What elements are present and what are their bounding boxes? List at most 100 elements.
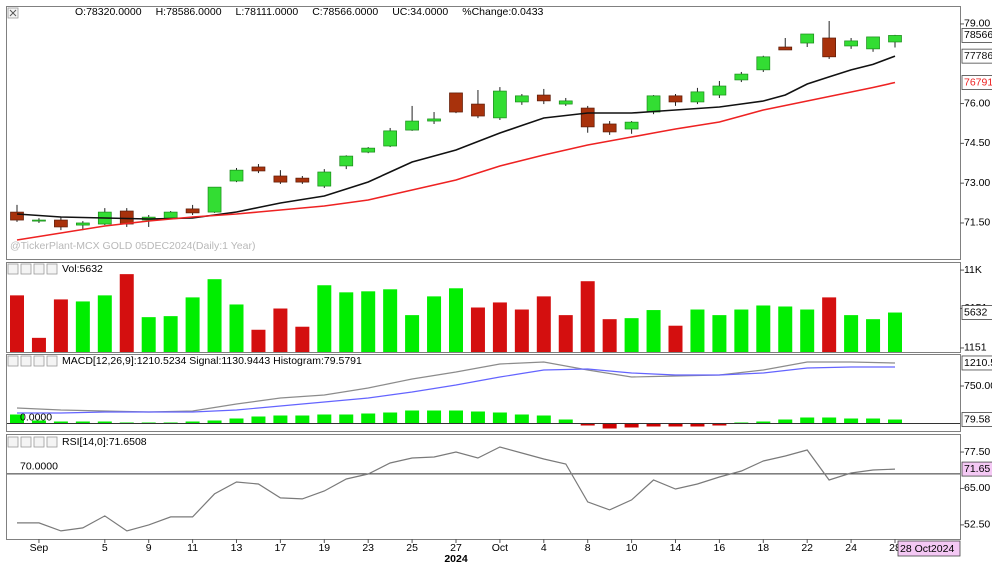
price-panel [6, 6, 961, 260]
x-axis-label: 2024 [444, 553, 468, 564]
histogram-bar [844, 418, 859, 424]
close-icon[interactable] [7, 355, 19, 367]
volume-bar [10, 295, 24, 352]
up-icon[interactable] [20, 355, 32, 367]
value-box [961, 75, 992, 90]
volume-bar [449, 288, 463, 352]
y-tick-label: 73.00 [964, 177, 990, 189]
x-tick-label: 25 [406, 542, 418, 554]
histogram-bar [251, 416, 266, 424]
y-tick-label: 71.50 [964, 217, 990, 229]
volume-bar [470, 307, 485, 352]
candle-body [75, 222, 90, 226]
expand-icon[interactable] [46, 263, 58, 275]
x-tick-label: 19 [318, 542, 330, 554]
rsi-panel [6, 434, 961, 540]
candle-body [756, 56, 771, 71]
y-tick-label: 750.00 [964, 380, 992, 392]
ohlc-info: C:78566.0000 [312, 6, 378, 18]
x-tick-label: 5 [102, 542, 108, 554]
histogram-bar [624, 423, 639, 428]
volume-bar [97, 295, 112, 352]
volume-bar [427, 296, 442, 352]
x-tick-label: 22 [801, 542, 813, 554]
histogram-bar [822, 417, 837, 424]
level-line-label: 70.0000 [20, 461, 58, 473]
candle-body [163, 211, 178, 219]
y-tick-label: 1151 [964, 342, 987, 354]
y-tick-label: 79.00 [964, 18, 990, 30]
candle-body [471, 103, 485, 117]
cursor-date-box [897, 540, 961, 557]
candle-body [317, 171, 332, 187]
candle-body [207, 186, 222, 213]
volume-bar [492, 302, 507, 352]
histogram-bar [470, 411, 485, 424]
close-icon[interactable] [33, 355, 45, 367]
volume-bar [558, 315, 573, 352]
histogram-bar [185, 421, 200, 424]
candle-body [734, 73, 749, 81]
up-icon[interactable] [20, 263, 32, 275]
volume-bar [536, 296, 551, 352]
up-icon[interactable] [20, 436, 32, 448]
volume-bar [185, 297, 200, 352]
close-icon[interactable] [33, 263, 45, 275]
value-box [961, 305, 992, 320]
candle-body [361, 147, 376, 153]
x-tick-label: 11 [187, 542, 198, 554]
value-box-label: 77786 [964, 50, 992, 62]
histogram-bar [492, 412, 507, 424]
histogram-bar [558, 419, 573, 424]
histogram-bar [405, 410, 420, 424]
x-tick-label: 4 [541, 542, 547, 554]
volume-bar [822, 297, 837, 352]
histogram-bar [427, 410, 442, 424]
value-box-label: 78566 [964, 29, 992, 41]
histogram-bar [778, 419, 793, 424]
x-tick-label: 24 [845, 542, 857, 554]
candle-body [514, 95, 529, 103]
histogram-bar [756, 421, 771, 424]
candle-body [668, 95, 683, 103]
expand-icon[interactable] [46, 355, 58, 367]
volume-bar [229, 304, 244, 352]
candle-body [54, 219, 68, 228]
expand-icon[interactable] [46, 436, 58, 448]
moving-average-line [16, 81, 896, 241]
volume-bar [251, 329, 266, 352]
close-icon[interactable] [7, 263, 19, 275]
value-box-label: 79.58 [964, 413, 990, 425]
histogram-bar [888, 419, 902, 424]
histogram-bar [295, 415, 310, 424]
ohlc-info: O:78320.0000 [75, 6, 142, 18]
candle-body [119, 210, 134, 225]
volume-bar [602, 319, 617, 352]
candle-body [690, 91, 705, 103]
y-tick-label: 11K [964, 264, 982, 276]
y-tick-label: 52.50 [964, 519, 990, 531]
value-box [961, 355, 992, 371]
volume-bar [888, 312, 902, 352]
candle-body [536, 94, 551, 102]
volume-bar [273, 308, 288, 352]
panel-title: RSI[14,0]:71.6508 [62, 436, 147, 448]
value-box-label: 1210.5234 [964, 357, 992, 369]
watermark: @TickerPlant-MCX GOLD 05DEC2024(Daily:1 … [10, 240, 255, 252]
x-tick-label: 27 [450, 542, 462, 554]
volume-bar [361, 291, 376, 352]
volume-bar [712, 315, 727, 352]
y-tick-label: 77.50 [964, 446, 990, 458]
volume-bar [514, 309, 529, 352]
histogram-bar [536, 415, 551, 424]
histogram-bar [449, 410, 463, 424]
y-tick-label: 65.00 [964, 482, 990, 494]
close-icon[interactable] [7, 436, 19, 448]
close-icon[interactable] [33, 436, 45, 448]
candle-body [822, 37, 837, 58]
candle-body [32, 219, 46, 222]
histogram-bar [339, 414, 354, 424]
x-tick-label: 8 [585, 542, 591, 554]
volume-bar [295, 326, 310, 352]
